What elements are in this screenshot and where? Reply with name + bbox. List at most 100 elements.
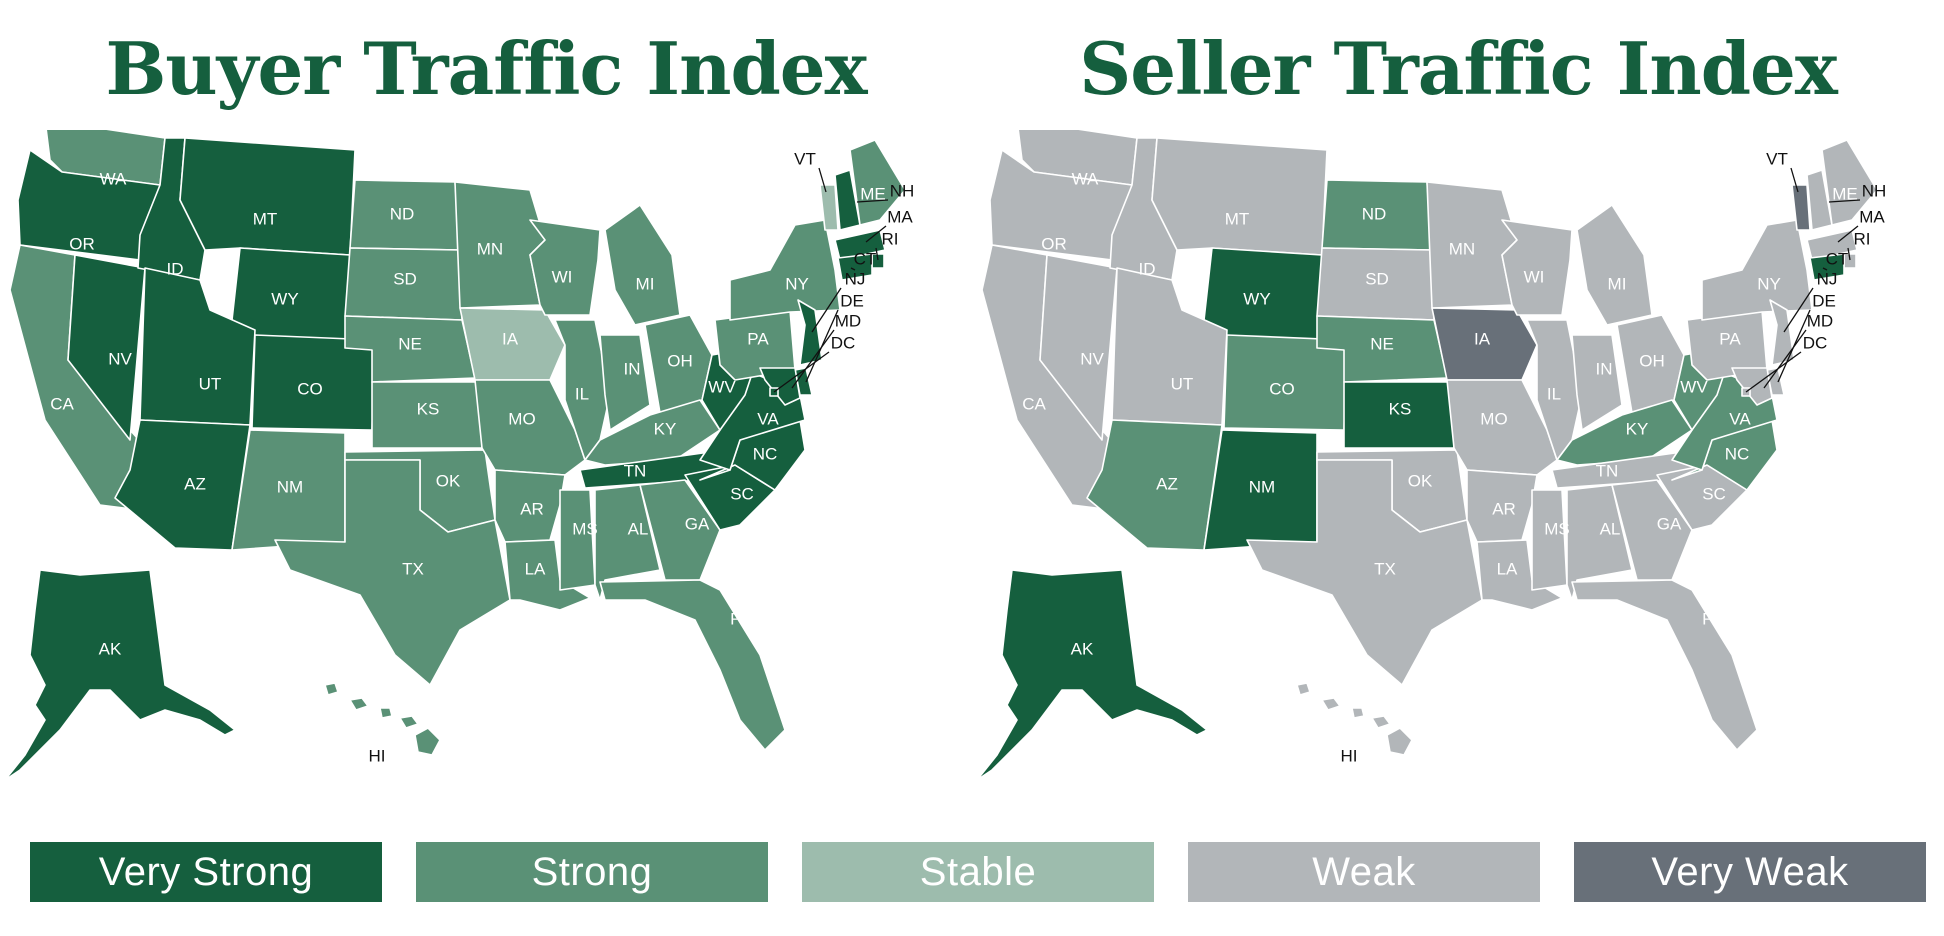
- state-me: [849, 139, 906, 226]
- leader-line-vt: [818, 167, 827, 193]
- state-label-al: AL: [628, 519, 649, 538]
- state-label-ca: CA: [50, 394, 74, 413]
- state-label-tn: TN: [1596, 461, 1619, 480]
- leader-line-nh: [1828, 199, 1861, 203]
- state-label-wy: WY: [271, 289, 298, 308]
- state-ga: [1611, 479, 1693, 581]
- state-ny: [1701, 219, 1813, 321]
- state-ms: [559, 489, 596, 591]
- state-label-wv: WV: [708, 377, 736, 396]
- state-mt: [1151, 137, 1328, 256]
- state-label-il: IL: [575, 384, 589, 403]
- state-label-ms: MS: [1544, 519, 1570, 538]
- state-label-la: LA: [1497, 559, 1518, 578]
- state-label-mn: MN: [1449, 239, 1475, 258]
- state-label-nv: NV: [1080, 349, 1104, 368]
- state-label-dc: DC: [831, 333, 856, 352]
- state-label-wv: WV: [1680, 377, 1708, 396]
- state-label-ne: NE: [1370, 334, 1394, 353]
- state-label-dc: DC: [1803, 333, 1828, 352]
- state-label-ok: OK: [436, 471, 461, 490]
- state-la: [504, 539, 591, 611]
- state-ct: [1809, 253, 1845, 281]
- state-label-md: MD: [835, 311, 861, 330]
- state-fl: [599, 579, 786, 751]
- state-wi: [1501, 219, 1573, 316]
- buyer-map-title: Buyer Traffic Index: [105, 26, 867, 111]
- state-label-il: IL: [1547, 384, 1561, 403]
- state-in: [599, 334, 651, 431]
- state-label-vt: VT: [1766, 149, 1788, 168]
- state-label-ma: MA: [1859, 207, 1885, 226]
- state-label-al: AL: [1600, 519, 1621, 538]
- state-label-nd: ND: [1362, 204, 1387, 223]
- state-ga: [639, 479, 721, 581]
- state-ny: [729, 219, 841, 321]
- state-label-fl: FL: [730, 609, 750, 628]
- state-in: [1571, 334, 1623, 431]
- state-label-pa: PA: [1719, 329, 1741, 348]
- state-label-me: ME: [860, 184, 886, 203]
- state-md: [1731, 367, 1773, 406]
- state-label-az: AZ: [184, 474, 206, 493]
- state-label-ny: NY: [1757, 274, 1781, 293]
- state-label-mi: MI: [1608, 274, 1627, 293]
- state-ak: [4, 569, 236, 781]
- legend-very-weak: Very Weak: [1574, 842, 1926, 902]
- state-label-co: CO: [297, 379, 323, 398]
- state-label-ri: RI: [882, 229, 899, 248]
- leader-line-md: [1763, 329, 1807, 389]
- state-label-ky: KY: [1626, 419, 1649, 438]
- state-hi: [324, 682, 441, 756]
- state-hi: [1296, 682, 1413, 756]
- state-label-mt: MT: [1225, 209, 1250, 228]
- state-mo: [1446, 379, 1558, 476]
- leader-line-nj: [1783, 287, 1814, 333]
- state-label-ar: AR: [520, 499, 544, 518]
- state-label-nm: NM: [277, 477, 303, 496]
- state-label-ct: CT: [854, 249, 877, 268]
- state-tx: [1246, 459, 1483, 686]
- state-label-ak: AK: [99, 639, 122, 658]
- state-label-ia: IA: [1474, 329, 1491, 348]
- state-label-ks: KS: [1389, 399, 1412, 418]
- state-label-oh: OH: [667, 351, 693, 370]
- state-label-vt: VT: [794, 149, 816, 168]
- state-label-md: MD: [1807, 311, 1833, 330]
- state-label-de: DE: [1812, 291, 1836, 310]
- state-mo: [474, 379, 586, 476]
- state-label-nc: NC: [753, 444, 778, 463]
- legend-weak: Weak: [1188, 842, 1540, 902]
- state-label-ks: KS: [417, 399, 440, 418]
- leader-line-ri: [875, 247, 879, 261]
- legend-label: Very Strong: [98, 849, 314, 894]
- state-label-mt: MT: [253, 209, 278, 228]
- state-label-ct: CT: [1826, 249, 1849, 268]
- state-label-hi: HI: [1341, 746, 1358, 765]
- state-label-sd: SD: [393, 269, 417, 288]
- state-label-ky: KY: [654, 419, 677, 438]
- legend-very-strong: Very Strong: [30, 842, 382, 902]
- state-label-ny: NY: [785, 274, 809, 293]
- state-label-or: OR: [1041, 234, 1067, 253]
- state-label-me: ME: [1832, 184, 1858, 203]
- state-label-ar: AR: [1492, 499, 1516, 518]
- state-label-oh: OH: [1639, 351, 1665, 370]
- state-label-mo: MO: [508, 409, 535, 428]
- state-label-ga: GA: [1657, 514, 1682, 533]
- state-label-ok: OK: [1408, 471, 1433, 490]
- legend-label: Very Weak: [1651, 849, 1849, 894]
- state-vt: [1791, 184, 1811, 231]
- state-ia: [1431, 307, 1538, 381]
- state-tx: [274, 459, 511, 686]
- state-label-sd: SD: [1365, 269, 1389, 288]
- state-label-nv: NV: [108, 349, 132, 368]
- state-ms: [1531, 489, 1568, 591]
- state-fl: [1571, 579, 1758, 751]
- state-label-mo: MO: [1480, 409, 1507, 428]
- leader-line-dc: [773, 351, 830, 393]
- leader-line-ma: [1837, 225, 1859, 243]
- state-label-id: ID: [167, 259, 184, 278]
- legend-label: Strong: [531, 849, 653, 894]
- state-label-va: VA: [1729, 409, 1751, 428]
